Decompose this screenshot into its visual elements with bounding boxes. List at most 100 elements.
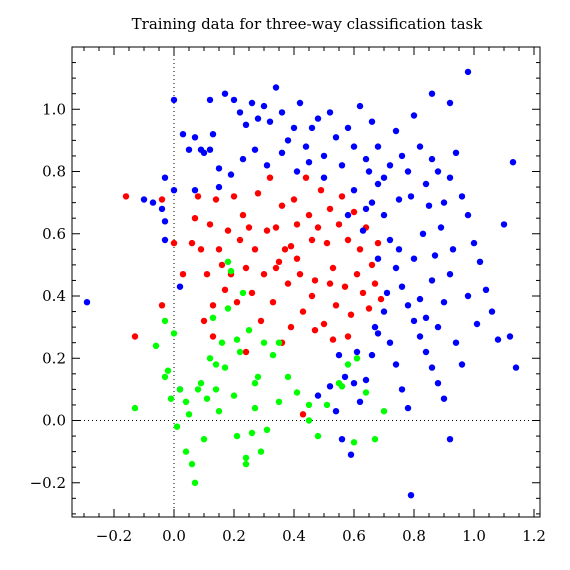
data-point: [254, 190, 262, 197]
data-point: [209, 302, 217, 309]
data-point: [344, 211, 352, 219]
data-point: [344, 361, 352, 368]
data-point: [347, 451, 355, 458]
data-point: [326, 280, 334, 287]
data-point: [356, 102, 364, 110]
data-point: [161, 373, 169, 381]
data-point: [170, 96, 178, 104]
data-point: [380, 174, 388, 181]
data-point: [242, 264, 250, 272]
data-point: [224, 227, 232, 234]
data-point: [194, 193, 202, 200]
data-point: [434, 168, 442, 175]
x-tick-label: −0.2: [96, 527, 132, 545]
data-point: [410, 112, 418, 119]
data-point: [344, 124, 352, 132]
data-point: [338, 383, 346, 390]
data-point: [239, 289, 247, 297]
data-point: [182, 448, 190, 455]
x-tick-label: 0.2: [222, 527, 246, 545]
data-point: [362, 155, 370, 163]
data-point: [350, 143, 358, 150]
data-point: [269, 299, 277, 306]
data-point: [230, 193, 238, 200]
data-point: [221, 364, 229, 371]
data-point: [386, 162, 394, 169]
data-point: [320, 174, 328, 181]
data-point: [398, 152, 406, 160]
data-point: [428, 364, 436, 371]
data-point: [464, 68, 472, 76]
data-point: [362, 376, 370, 384]
data-point: [263, 162, 271, 169]
data-point: [206, 355, 214, 362]
data-point: [278, 202, 286, 209]
data-point: [395, 196, 403, 203]
data-point: [377, 295, 385, 303]
data-point: [428, 90, 436, 97]
data-point: [290, 124, 298, 132]
data-point: [203, 395, 211, 402]
data-point: [221, 286, 229, 293]
data-point: [149, 199, 157, 206]
data-point: [449, 246, 457, 253]
data-point: [185, 411, 193, 418]
data-point: [392, 127, 400, 135]
data-point: [296, 271, 304, 278]
data-point: [158, 302, 166, 309]
data-point: [170, 239, 178, 247]
data-point: [323, 401, 331, 409]
data-point: [440, 199, 448, 206]
data-point: [158, 205, 166, 213]
data-point: [191, 134, 199, 141]
data-point: [365, 168, 373, 175]
x-tick-label: 0.4: [282, 527, 306, 545]
data-point: [299, 411, 307, 418]
data-point: [320, 152, 328, 160]
data-point: [185, 146, 193, 153]
data-point: [236, 348, 244, 356]
data-point: [248, 289, 256, 297]
data-point: [398, 283, 406, 290]
data-point: [242, 348, 250, 356]
data-point: [308, 124, 316, 132]
data-point: [341, 283, 349, 290]
y-tick-label: 0.2: [42, 349, 66, 367]
data-point: [419, 230, 427, 237]
data-point: [371, 323, 379, 331]
data-point: [416, 295, 424, 303]
data-point: [380, 408, 388, 415]
data-point: [197, 246, 205, 253]
data-point: [218, 339, 226, 346]
data-point: [326, 205, 334, 213]
data-point: [473, 320, 481, 328]
data-point: [353, 348, 361, 356]
data-point: [173, 423, 181, 430]
data-point: [476, 258, 484, 265]
data-point: [272, 264, 280, 272]
data-point: [398, 386, 406, 393]
data-point: [272, 84, 280, 91]
data-point: [200, 436, 208, 443]
data-point: [371, 436, 379, 443]
series-2: [131, 258, 388, 486]
data-point: [260, 271, 268, 278]
y-tick-label: 0.0: [42, 412, 66, 430]
data-point: [242, 454, 250, 462]
data-point: [308, 236, 316, 244]
data-point: [311, 277, 319, 284]
data-point: [338, 162, 346, 169]
data-point: [314, 432, 322, 440]
data-point: [152, 342, 160, 349]
data-point: [233, 432, 241, 440]
data-point: [464, 211, 472, 219]
data-point: [383, 289, 391, 297]
data-point: [278, 149, 286, 156]
data-point: [353, 355, 361, 362]
data-point: [209, 333, 217, 340]
data-point: [422, 180, 430, 188]
data-point: [446, 174, 454, 181]
data-point: [227, 267, 235, 275]
data-point: [308, 292, 316, 300]
data-point: [161, 174, 169, 181]
